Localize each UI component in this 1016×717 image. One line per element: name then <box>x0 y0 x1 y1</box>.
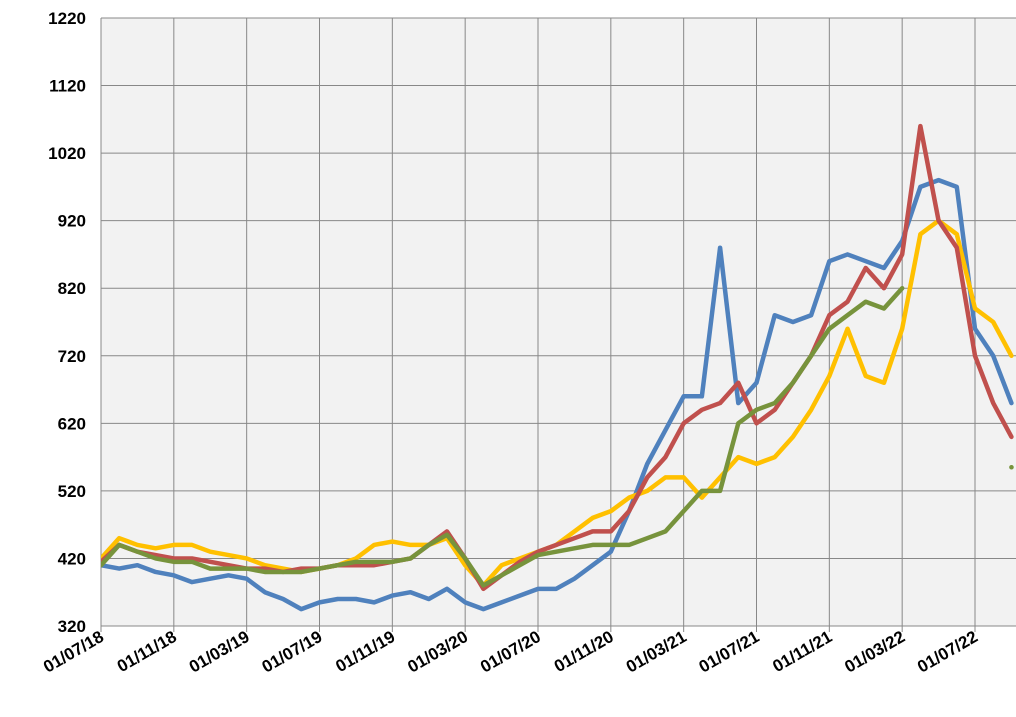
y-tick-label: 1120 <box>49 77 86 96</box>
x-tick-label: 01/03/19 <box>186 627 253 677</box>
x-tick-label: 01/07/22 <box>914 627 981 677</box>
x-tick-label: 01/11/20 <box>551 627 617 676</box>
x-tick-label: 01/07/19 <box>259 627 326 677</box>
y-tick-label: 320 <box>58 617 86 636</box>
y-tick-label: 1020 <box>48 144 86 163</box>
x-tick-label: 01/11/18 <box>114 627 180 676</box>
plot-area <box>101 18 1016 626</box>
lines <box>101 123 1014 612</box>
y-tick-label: 520 <box>58 482 86 501</box>
y-tick-label: 820 <box>58 279 86 298</box>
x-tick-label: 01/03/20 <box>404 627 471 677</box>
grid <box>100 17 1016 632</box>
x-tick-label: 01/03/22 <box>841 627 908 677</box>
y-tick-label: 620 <box>58 414 86 433</box>
series-line <box>101 285 1014 588</box>
y-tick-label: 1220 <box>48 9 86 28</box>
y-tick-label: 720 <box>58 347 86 366</box>
x-tick-label: 01/11/19 <box>332 627 398 676</box>
x-tick-label: 01/07/21 <box>696 627 763 677</box>
x-tick-label: 01/03/21 <box>623 627 690 677</box>
y-tick-label: 420 <box>58 549 86 568</box>
series-line <box>101 177 1014 612</box>
y-tick-label: 920 <box>58 212 86 231</box>
x-tick-label: 01/11/21 <box>769 627 835 676</box>
x-tick-label: 01/07/20 <box>477 627 544 677</box>
